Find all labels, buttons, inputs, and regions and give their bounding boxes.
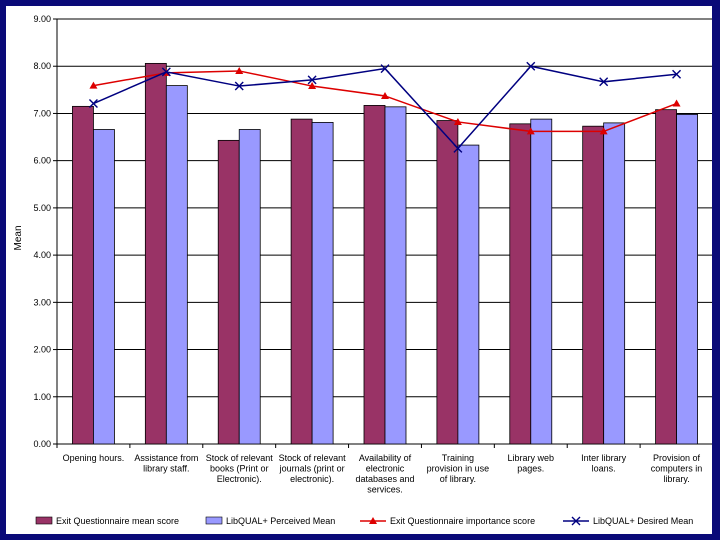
legend-label-exit-questionnaire-mean-score: Exit Questionnaire mean score bbox=[56, 516, 179, 526]
bar-exit-mean bbox=[509, 123, 532, 445]
bar-libqual-perceived bbox=[603, 122, 626, 445]
y-tick-label: 3.00 bbox=[33, 297, 51, 307]
y-axis-title: Mean bbox=[13, 225, 24, 250]
legend-swatch-exit-questionnaire-mean-score bbox=[35, 516, 53, 525]
marker-libqual-desired bbox=[161, 67, 171, 77]
chart-frame: 0.00 1.00 2.00 3.00 4.00 5.00 6.00 7.00 8.00 9.00… bbox=[6, 6, 712, 534]
marker-exit-importance bbox=[381, 91, 389, 99]
y-tick-label: 4.00 bbox=[33, 250, 51, 260]
marker-exit-importance bbox=[235, 66, 244, 74]
category-label: Stock of relevant books (Print or Electron… bbox=[206, 453, 274, 484]
marker-libqual-desired bbox=[599, 77, 609, 87]
legend-marker-libqual-desired-mean bbox=[571, 516, 581, 526]
legend-label-exit-questionnaire-importance-score: Exit Questionnaire importance score bbox=[390, 516, 535, 526]
legend-marker-exit-questionnaire-importance-score bbox=[369, 517, 377, 524]
marker-libqual-desired bbox=[88, 99, 98, 109]
marker-exit-importance bbox=[599, 127, 608, 135]
bar-exit-mean bbox=[217, 139, 240, 445]
y-tick-label: 9.00 bbox=[33, 14, 51, 24]
marker-libqual-desired bbox=[307, 75, 317, 85]
category-label: Availability of electronic databases and se… bbox=[355, 453, 414, 495]
bar-exit-mean bbox=[436, 120, 459, 445]
legend-swatch-libqual-perceived-mean bbox=[205, 516, 223, 525]
category-label: Inter library loans. bbox=[581, 453, 627, 474]
x-axis-categories: Opening hours. Assistance from library sta… bbox=[56, 444, 703, 495]
marker-exit-importance bbox=[453, 117, 462, 125]
marker-exit-importance bbox=[526, 127, 535, 135]
bar-exit-mean bbox=[655, 109, 677, 445]
category-label: Training provision in use of library. bbox=[427, 453, 490, 484]
y-tick-label: 8.00 bbox=[33, 61, 51, 71]
category-label: Stock of relevant journals (print or elect… bbox=[279, 453, 347, 484]
bar-exit-mean bbox=[582, 125, 605, 445]
bar-exit-mean bbox=[72, 105, 94, 445]
category-label: Opening hours. bbox=[63, 453, 125, 463]
y-tick-label: 0.00 bbox=[33, 439, 51, 449]
legend: Exit Questionnaire mean score LibQUAL+ Pe… bbox=[35, 516, 693, 526]
y-axis-ticks: 0.00 1.00 2.00 3.00 4.00 5.00 6.00 7.00 8.00 9.00 bbox=[33, 14, 57, 449]
series-lines bbox=[88, 61, 682, 153]
bar-libqual-perceived bbox=[530, 118, 553, 445]
bar-libqual-perceived bbox=[238, 129, 261, 445]
y-tick-label: 5.00 bbox=[33, 203, 51, 213]
bar-libqual-perceived bbox=[165, 85, 188, 445]
marker-libqual-desired bbox=[526, 61, 536, 71]
y-tick-label: 7.00 bbox=[33, 108, 51, 118]
combo-chart: 0.00 1.00 2.00 3.00 4.00 5.00 6.00 7.00 8.00 9.00… bbox=[13, 14, 712, 526]
bar-libqual-perceived bbox=[676, 113, 698, 445]
y-tick-label: 1.00 bbox=[33, 392, 51, 402]
category-label: Library web pages. bbox=[508, 453, 555, 474]
category-label: Provision of computers in library. bbox=[651, 453, 703, 484]
bar-libqual-perceived bbox=[384, 106, 407, 445]
category-label: Assistance from library staff. bbox=[134, 453, 198, 474]
marker-exit-importance bbox=[672, 99, 681, 107]
y-tick-label: 2.00 bbox=[33, 345, 51, 355]
marker-libqual-desired bbox=[380, 64, 390, 74]
marker-libqual-desired bbox=[234, 81, 244, 91]
bar-exit-mean bbox=[144, 62, 167, 445]
bar-exit-mean bbox=[290, 118, 313, 445]
y-tick-label: 6.00 bbox=[33, 156, 51, 166]
bar-exit-mean bbox=[363, 105, 386, 445]
legend-label-libqual-desired-mean: LibQUAL+ Desired Mean bbox=[593, 516, 693, 526]
bars bbox=[72, 62, 698, 445]
bar-libqual-perceived bbox=[93, 129, 115, 445]
bar-libqual-perceived bbox=[311, 122, 334, 445]
marker-libqual-desired bbox=[453, 143, 463, 153]
bar-libqual-perceived bbox=[457, 144, 480, 445]
marker-exit-importance bbox=[308, 82, 317, 90]
marker-libqual-desired bbox=[672, 69, 682, 79]
legend-label-libqual-perceived-mean: LibQUAL+ Perceived Mean bbox=[226, 516, 335, 526]
marker-exit-importance bbox=[89, 81, 98, 89]
